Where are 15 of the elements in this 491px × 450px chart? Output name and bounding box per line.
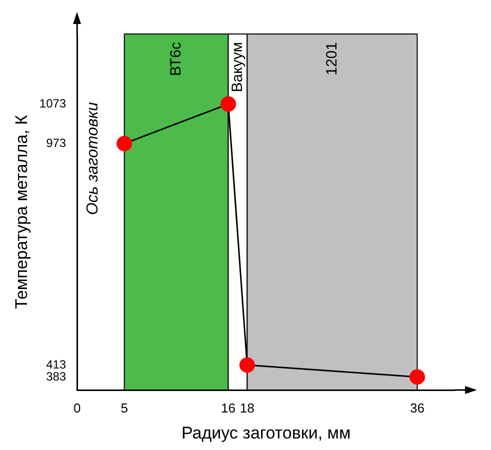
- y-tick-label: 1073: [39, 96, 66, 110]
- x-tick-label: 18: [240, 400, 254, 416]
- x-axis-title: Радиус заготовки, мм: [181, 423, 351, 442]
- y-tick-label: 973: [46, 136, 66, 150]
- y-axis-title: Температура металла, К: [12, 114, 31, 309]
- band-label: ВТ6с: [167, 42, 184, 76]
- band-label: Вакуум: [228, 42, 246, 92]
- annotation: Ось заготовки: [84, 102, 102, 216]
- x-tick-label: 16: [221, 400, 236, 416]
- x-tick-label: 0: [73, 400, 81, 416]
- y-tick-label: 413: [46, 357, 66, 372]
- y-tick-label: 383: [46, 369, 66, 384]
- x-tick-label: 36: [410, 400, 424, 416]
- x-tick-label: 5: [120, 400, 128, 416]
- band-label: 1201: [323, 42, 340, 76]
